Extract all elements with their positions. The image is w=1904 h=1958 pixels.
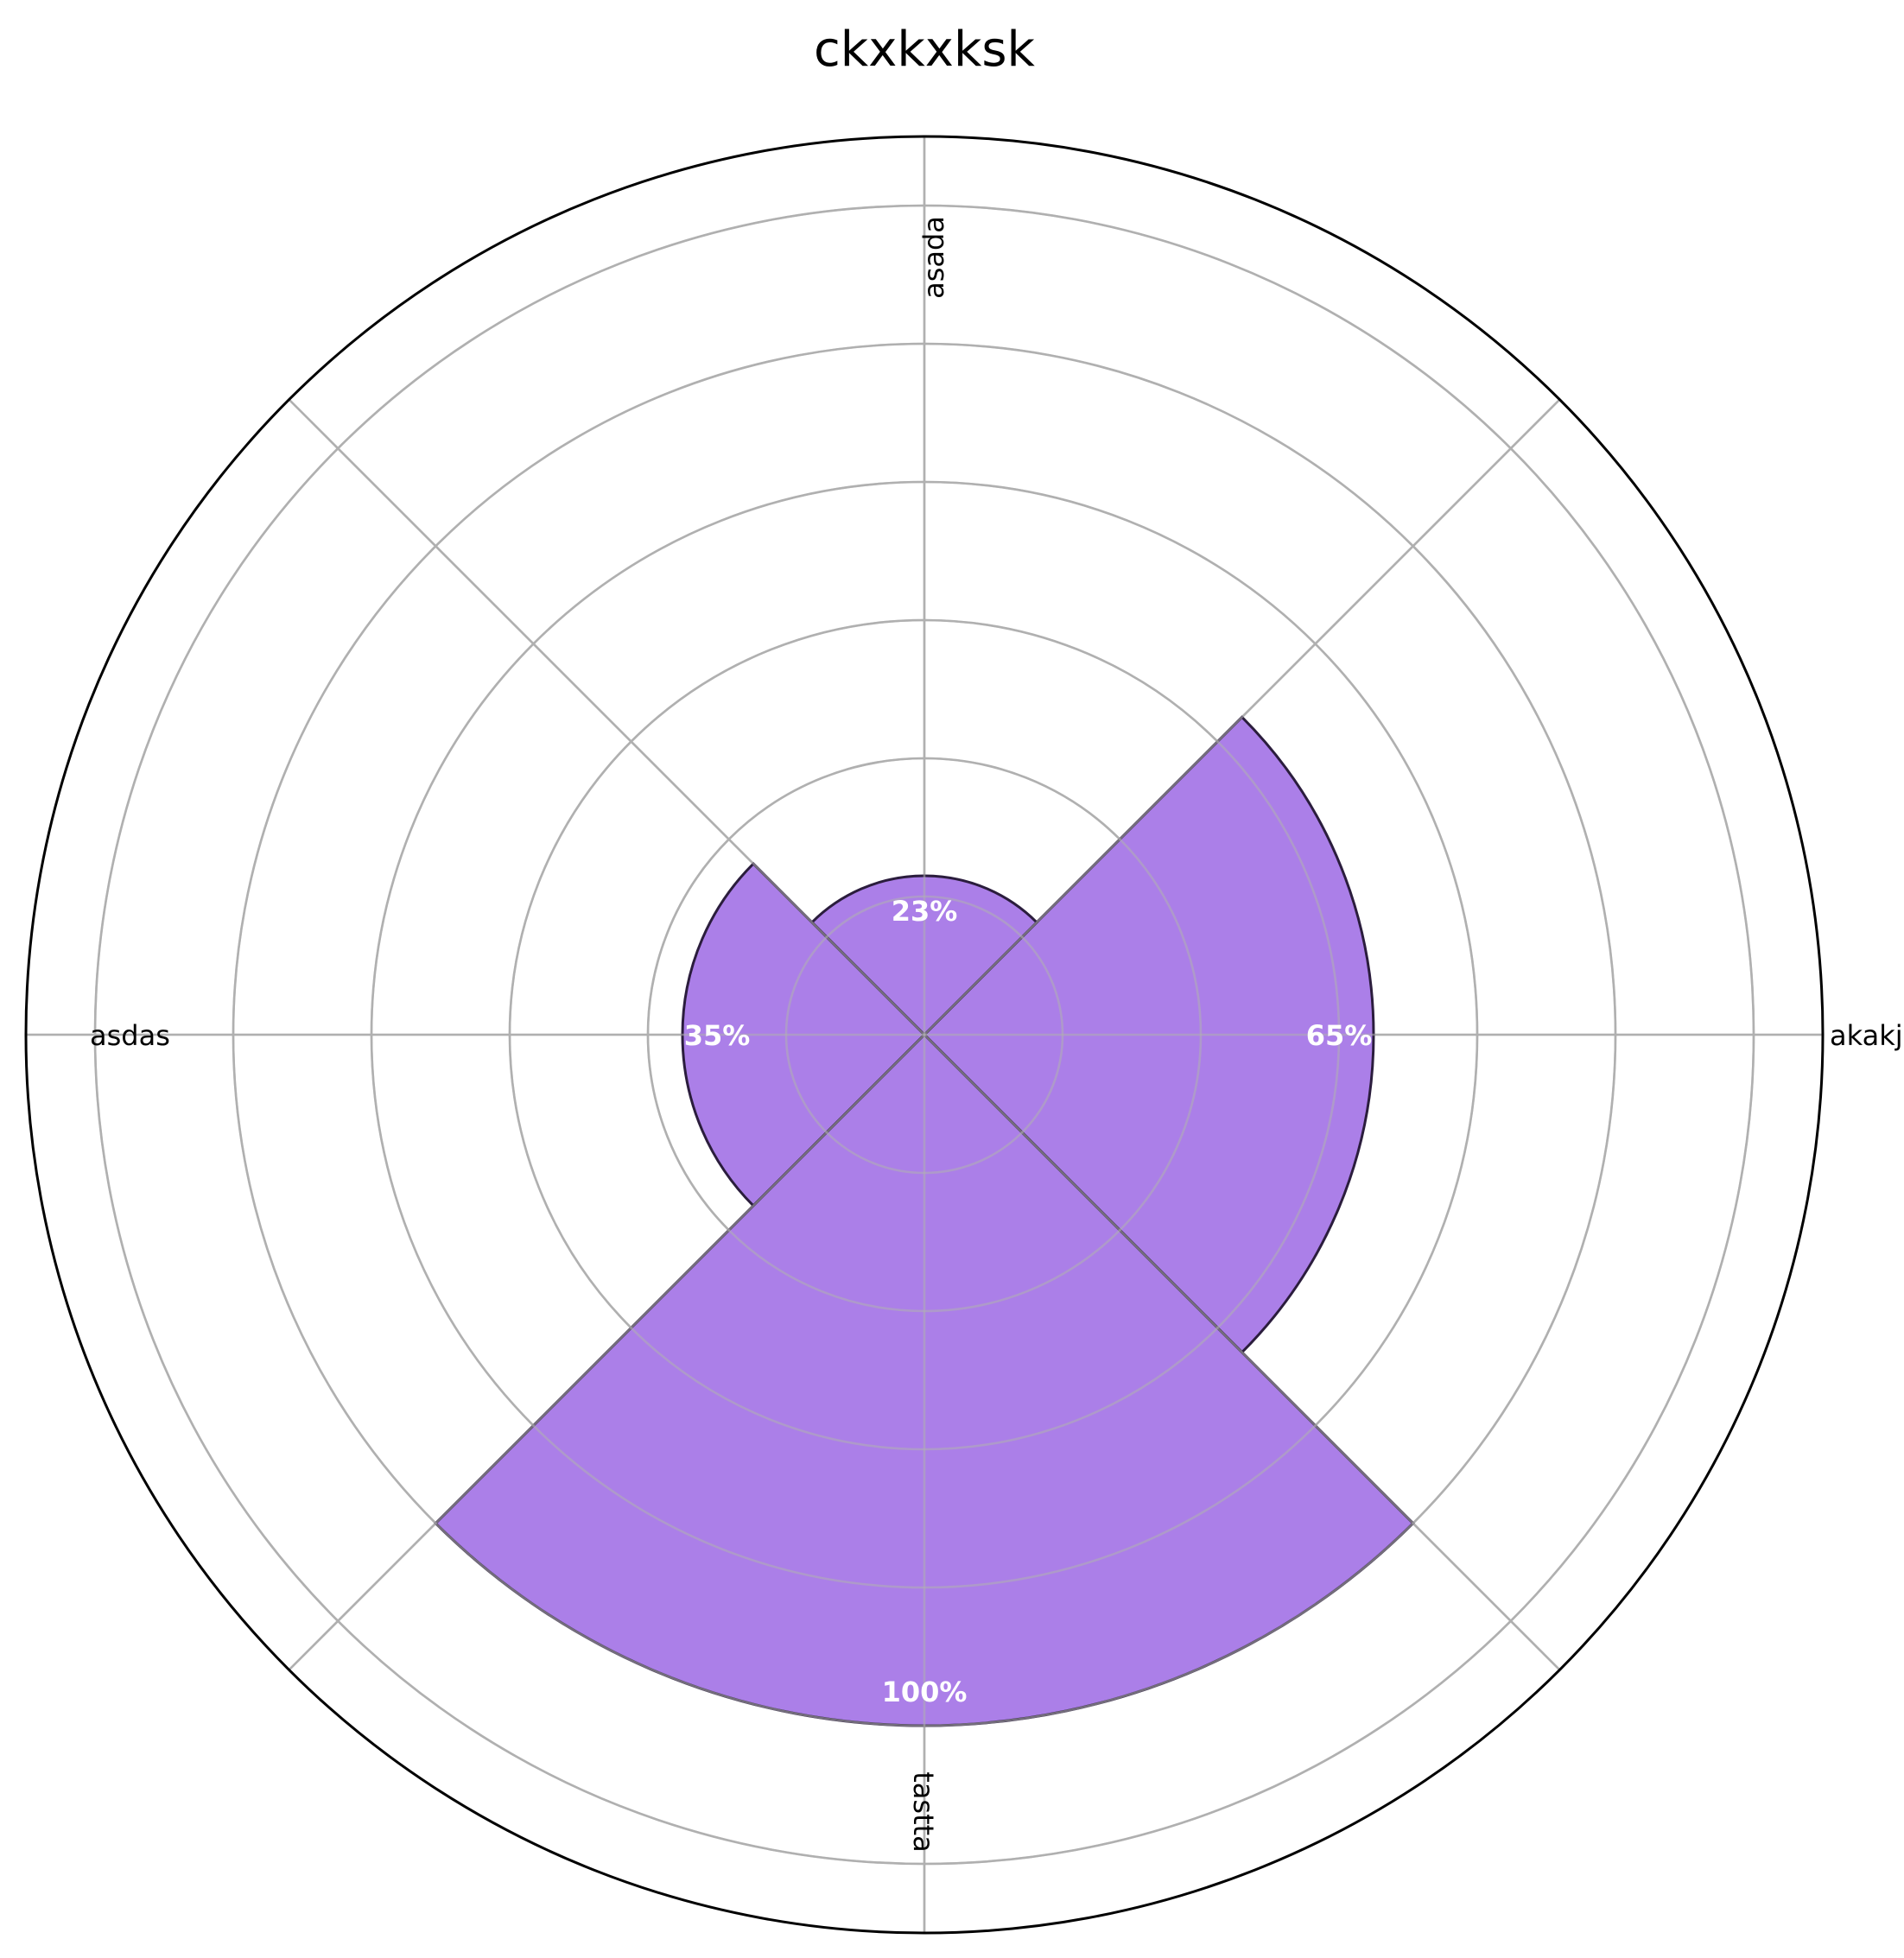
grid-spoke [288, 398, 925, 1036]
value-label: 23% [892, 895, 958, 928]
category-label: asdas [90, 1019, 170, 1052]
category-label: asada [917, 216, 950, 299]
grid-spoke [923, 398, 1561, 1036]
polar-grid-overlay [26, 136, 1823, 1933]
category-label: tastta [907, 1771, 940, 1853]
value-label: 65% [1306, 1019, 1373, 1052]
grid-spoke [288, 1034, 925, 1671]
chart-title: ckxkxksk [814, 22, 1036, 78]
value-label: 100% [882, 1676, 968, 1708]
category-label: akakjda [1830, 1019, 1904, 1052]
value-label: 35% [684, 1019, 751, 1052]
grid-spoke [923, 1034, 1561, 1671]
polar-frame [24, 135, 1825, 1935]
value-labels: 65% 23% 35% 100% [684, 895, 1373, 1708]
category-labels: akakjda asada asdas tastta [90, 216, 1904, 1853]
